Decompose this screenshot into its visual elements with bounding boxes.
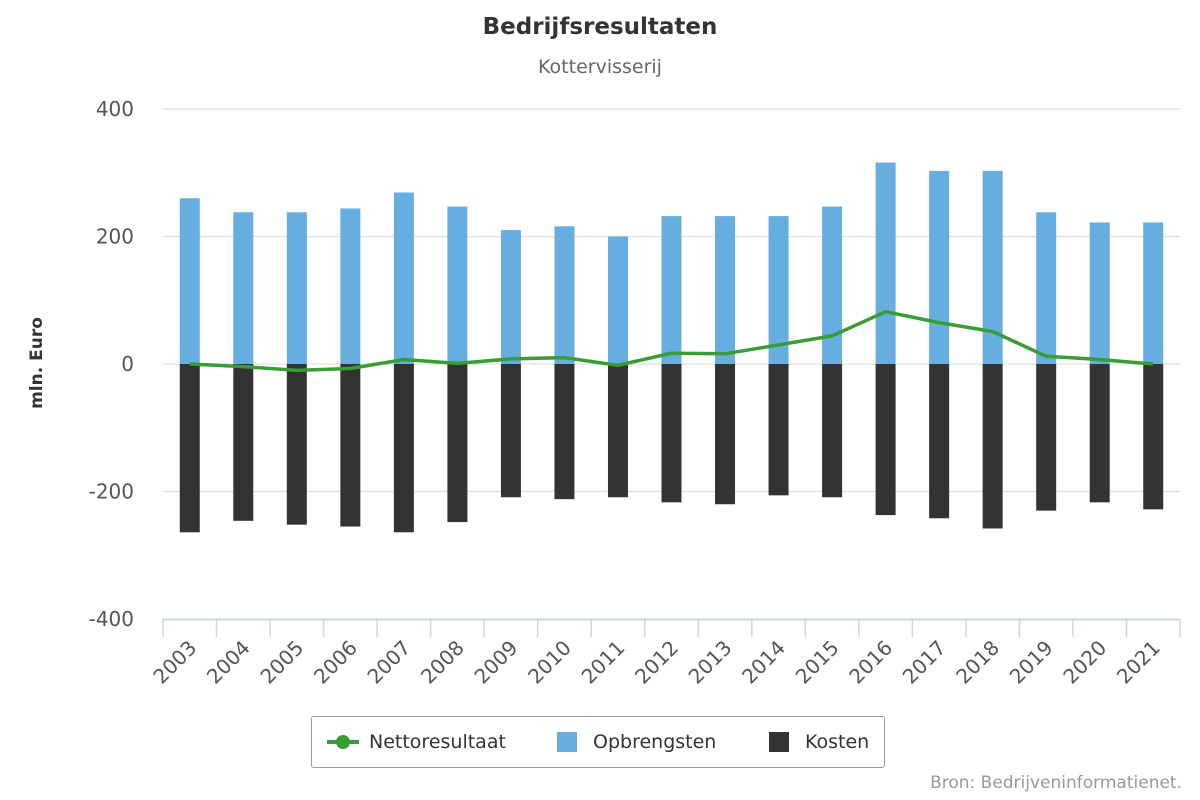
chart-title: Bedrijfsresultaten [482, 14, 718, 40]
bar-opbrengsten [929, 170, 950, 364]
bar-opbrengsten [447, 206, 468, 364]
x-tick-label: 2017 [898, 636, 951, 689]
bar-opbrengsten [875, 162, 896, 364]
bar-opbrengsten [286, 212, 307, 364]
chart-subtitle: Kottervisserij [538, 56, 662, 78]
bar-kosten [875, 364, 896, 516]
bar-opbrengsten [340, 208, 361, 364]
credits: Bron: Bedrijveninformatienet. [930, 773, 1182, 793]
bar-kosten [1143, 364, 1164, 510]
y-tick-label: -400 [89, 607, 134, 631]
x-tick-label: 2004 [202, 636, 255, 689]
bar-kosten [715, 364, 736, 505]
y-axis-ticks: 400 200 0 -200 -400 [89, 97, 134, 631]
legend-item-nettoresultaat[interactable]: Nettoresultaat [326, 717, 506, 767]
bar-kosten [661, 364, 682, 503]
bar-opbrengsten [393, 192, 414, 364]
line-marker-icon [327, 735, 359, 749]
bar-opbrengsten [1036, 212, 1057, 364]
x-tick-label: 2014 [737, 636, 790, 689]
x-tick-label: 2020 [1058, 636, 1111, 689]
bar-opbrengsten [1089, 222, 1110, 364]
x-axis: 2003 2004 2005 2006 2007 2008 2009 2010 2011 2012… [148, 618, 1181, 689]
x-tick-label: 2012 [630, 636, 683, 689]
x-tick-label: 2011 [577, 636, 630, 689]
bar-kosten [1089, 364, 1110, 503]
net-result-series-line [189, 309, 1154, 373]
bar-opbrengsten [233, 212, 254, 364]
bar-opbrengsten [500, 230, 521, 364]
legend-item-kosten[interactable]: Kosten [769, 717, 869, 767]
bar-opbrengsten [607, 236, 628, 364]
x-tick-label: 2006 [309, 636, 362, 689]
bar-kosten [768, 364, 789, 496]
x-tick-label: 2015 [791, 636, 844, 689]
bar-kosten [822, 364, 843, 498]
bar-opbrengsten [768, 216, 789, 364]
bar-opbrengsten [982, 170, 1003, 364]
x-tick-label: 2021 [1112, 636, 1165, 689]
legend-item-opbrengsten[interactable]: Opbrengsten [557, 717, 716, 767]
x-tick-label: 2003 [148, 636, 201, 689]
bar-kosten [500, 364, 521, 498]
bar-opbrengsten [715, 216, 736, 364]
bar-opbrengsten [661, 216, 682, 364]
bar-kosten [982, 364, 1003, 529]
y-tick-label: 400 [96, 97, 134, 121]
x-tick-label: 2008 [416, 636, 469, 689]
bar-opbrengsten [554, 226, 575, 364]
x-tick-label: 2010 [523, 636, 576, 689]
bar-kosten [447, 364, 468, 523]
bar-kosten [179, 364, 200, 533]
bar-opbrengsten [1143, 222, 1164, 364]
bar-kosten [607, 364, 628, 498]
y-tick-label: 200 [96, 225, 134, 249]
bar-kosten [1036, 364, 1057, 511]
y-tick-label: 0 [121, 352, 134, 376]
bars [179, 162, 1164, 533]
square-icon [769, 732, 789, 752]
x-tick-label: 2013 [684, 636, 737, 689]
x-tick-label: 2019 [1005, 636, 1058, 689]
bar-opbrengsten [822, 206, 843, 364]
y-axis-label: mln. Euro [27, 317, 47, 409]
legend-label: Nettoresultaat [369, 731, 506, 753]
bar-kosten [929, 364, 950, 519]
x-tick-label: 2009 [469, 636, 522, 689]
bar-opbrengsten [179, 198, 200, 364]
bar-kosten [340, 364, 361, 527]
bar-kosten [554, 364, 575, 500]
y-tick-label: -200 [89, 480, 134, 504]
net-result-line [189, 309, 1154, 373]
x-tick-label: 2018 [951, 636, 1004, 689]
bar-kosten [393, 364, 414, 533]
bar-kosten [233, 364, 254, 521]
legend-label: Kosten [805, 731, 870, 753]
square-icon [557, 732, 577, 752]
legend-label: Opbrengsten [593, 731, 717, 753]
x-tick-label: 2005 [255, 636, 308, 689]
bar-kosten [286, 364, 307, 525]
x-tick-label: 2007 [362, 636, 415, 689]
x-tick-label: 2016 [844, 636, 897, 689]
legend: Nettoresultaat Opbrengsten Kosten [311, 716, 885, 768]
